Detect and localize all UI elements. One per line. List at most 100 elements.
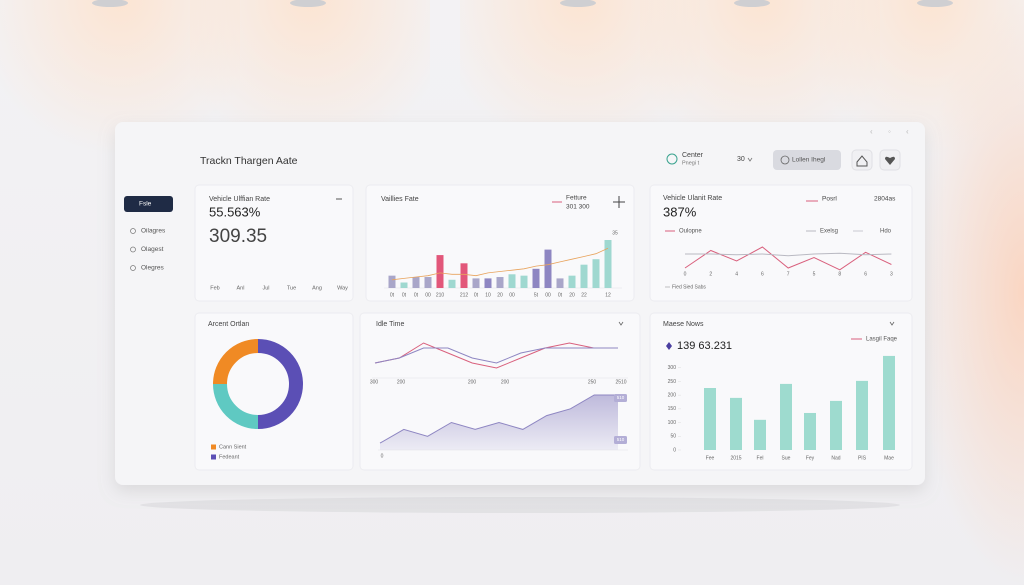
kpi-secondary: 309.35	[209, 226, 267, 247]
x-tick-label: 2	[709, 271, 712, 277]
legend-label: Oulopne	[679, 229, 702, 235]
y-tick-label: 200	[668, 392, 677, 398]
x-tick-label: 0t	[390, 292, 395, 298]
range-select: 30	[737, 156, 745, 163]
card-title: Vehicle Ulanit Rate	[663, 195, 722, 202]
sidebar-item: Oilagres	[141, 228, 166, 235]
x-tick-label: Anl	[237, 285, 245, 291]
trend-line	[391, 247, 609, 281]
x-tick-label: Ang	[312, 285, 322, 291]
legend-label: Exelsg	[820, 229, 838, 235]
bar	[804, 412, 816, 450]
bar	[400, 282, 408, 288]
bar	[730, 397, 742, 450]
legend-sub: 301 300	[566, 204, 590, 211]
chevron[interactable]	[618, 321, 624, 326]
x-tick-label: 200	[501, 379, 510, 385]
bar	[532, 268, 540, 288]
x-tick-label: 20	[569, 292, 575, 298]
bar	[704, 388, 716, 450]
bar	[496, 277, 504, 288]
y-tick-label: 250	[668, 379, 677, 385]
bar	[568, 275, 576, 288]
x-tick-label: Way	[337, 285, 348, 291]
page-title: Trackn Thargen Aate	[200, 155, 298, 167]
button-label: Lollen Ihegl	[792, 157, 826, 164]
sidebar-item: Olegres	[141, 265, 165, 272]
x-tick-label: 00	[509, 292, 515, 298]
x-tick-label: Sue	[782, 455, 791, 461]
bar	[544, 249, 552, 288]
x-tick-label: 00	[545, 292, 551, 298]
bar	[448, 279, 456, 288]
legend-swatch	[211, 454, 216, 460]
x-tick-label: 0t	[558, 292, 563, 298]
chevron[interactable]	[889, 321, 895, 326]
legend-label: Cann Sient	[219, 444, 247, 450]
value-tag	[614, 436, 627, 444]
sidebar-icon	[130, 265, 136, 271]
kpi-value: 139 63.231	[677, 340, 732, 352]
x-tick-label: 200	[468, 379, 477, 385]
value-tag-label: 510	[617, 437, 625, 442]
x-tick-label: Fey	[806, 455, 815, 461]
card-title: Idle Time	[376, 321, 405, 328]
bar	[780, 383, 792, 450]
x-tick-label: 22	[581, 292, 587, 298]
bar	[520, 275, 528, 288]
kpi-value: 387%	[663, 204, 697, 219]
x-tick-label: 20	[497, 292, 503, 298]
bar	[856, 380, 868, 450]
bar	[883, 355, 895, 450]
bar	[604, 240, 612, 288]
x-tick-label: 7	[787, 271, 790, 277]
bar	[592, 259, 600, 288]
sidebar-item: Fsle	[139, 201, 152, 208]
bar	[388, 275, 396, 288]
series-line	[374, 347, 618, 364]
series-line	[374, 342, 618, 369]
donut-segment	[257, 339, 303, 429]
x-tick-label: 3	[890, 271, 893, 277]
add-icon[interactable]	[613, 196, 625, 208]
value-tag	[614, 394, 627, 402]
legend-label: Fetture	[566, 195, 587, 202]
area-line	[379, 394, 618, 444]
sidebar-item: Olagest	[141, 246, 164, 253]
x-tick-label: Fel	[757, 455, 764, 461]
x-tick-label: 00	[425, 292, 431, 298]
bar	[508, 274, 516, 288]
x-tick-label: 6	[761, 271, 764, 277]
sidebar-icon	[130, 246, 136, 253]
legend-label: Lasgil Faqe	[866, 337, 898, 343]
sidebar-active[interactable]	[124, 196, 173, 212]
donut-segment	[213, 383, 259, 429]
bar	[412, 277, 420, 288]
header-button[interactable]	[773, 150, 841, 170]
svg-text:‹: ‹	[906, 127, 909, 136]
y-tick-label: 50	[670, 434, 676, 440]
range-chevron	[747, 157, 753, 162]
card-title: Arcent Ortlan	[208, 321, 249, 328]
x-tick-label: Jul	[262, 285, 269, 291]
legend-label: Hdo	[880, 229, 892, 235]
x-tick-label: 0t	[402, 292, 407, 298]
diamond-icon	[666, 342, 672, 350]
x-tick-label: 0t	[474, 292, 479, 298]
bar	[472, 278, 480, 288]
x-tick-label: 210	[436, 292, 445, 298]
x-tick-label: 200	[397, 379, 406, 385]
x-tick-label: 5t	[534, 292, 539, 298]
svg-text:‹: ‹	[870, 127, 873, 136]
x-tick-label: 212	[460, 292, 469, 298]
y-tick-label: 150	[668, 406, 677, 412]
legend-label: Fedeant	[219, 454, 240, 460]
bar	[754, 419, 766, 450]
bar	[424, 277, 432, 288]
x-tick-label: 2510	[615, 379, 626, 385]
kpi-value: 55.563%	[209, 204, 261, 219]
series-line	[685, 252, 892, 257]
x-tick-label: 0t	[414, 292, 419, 298]
home-button[interactable]	[851, 149, 873, 171]
